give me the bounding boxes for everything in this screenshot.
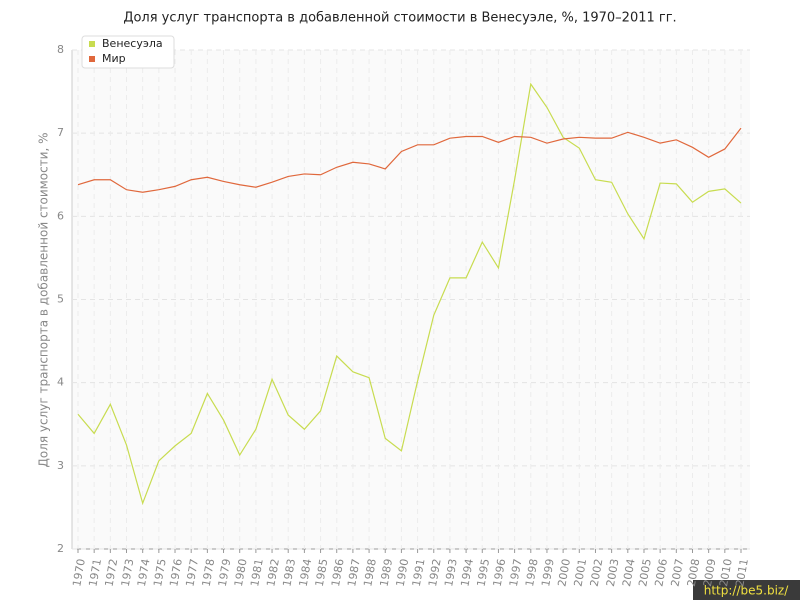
y-tick-label: 2: [57, 542, 64, 555]
x-tick-label: 1980: [232, 558, 250, 588]
x-tick-label: 2009: [701, 558, 719, 588]
x-tick-label: 1996: [491, 558, 509, 588]
x-tick-label: 1987: [345, 558, 363, 588]
y-tick-label: 6: [57, 209, 64, 222]
x-tick-label: 2002: [588, 558, 606, 588]
x-tick-label: 1971: [86, 558, 104, 588]
x-tick-label: 2010: [717, 558, 735, 588]
x-tick-label: 2006: [652, 558, 670, 588]
watermark-bg: [693, 580, 800, 600]
watermark: http://be5.biz/: [704, 584, 789, 598]
x-tick-label: 1975: [151, 558, 169, 588]
y-tick-label: 7: [57, 126, 64, 139]
y-tick-label: 8: [57, 43, 64, 56]
x-tick-label: 2004: [620, 558, 638, 588]
y-tick-label: 3: [57, 459, 64, 472]
x-tick-label: 1974: [135, 558, 153, 588]
x-tick-label: 2001: [572, 558, 590, 588]
series-line: [77, 127, 742, 193]
x-tick-label: 2007: [669, 558, 687, 588]
x-tick-label: 1999: [539, 558, 557, 588]
y-tick-label: 5: [57, 293, 64, 306]
x-tick-label: 1992: [426, 558, 444, 588]
x-tick-label: 1997: [507, 558, 525, 588]
legend-label: Венесуэла: [102, 37, 163, 50]
x-tick-label: 1986: [329, 558, 347, 588]
x-tick-label: 1972: [103, 558, 121, 588]
x-tick-label: 1991: [410, 558, 428, 588]
x-tick-label: 1985: [313, 558, 331, 588]
x-tick-label: 1994: [458, 558, 476, 588]
legend-box: [81, 35, 175, 69]
x-tick-label: 1990: [394, 558, 412, 588]
x-tick-label: 1988: [361, 558, 379, 588]
y-axis-label: Доля услуг транспорта в добавленной стои…: [37, 133, 51, 468]
x-tick-label: 2003: [604, 558, 622, 588]
x-tick-label: 1995: [475, 558, 493, 588]
x-tick-label: 1973: [119, 558, 137, 588]
x-tick-label: 1977: [183, 558, 201, 588]
x-tick-label: 1993: [442, 558, 460, 588]
y-tick-label: 4: [57, 376, 64, 389]
x-tick-label: 1981: [248, 558, 266, 588]
x-tick-label: 1983: [280, 558, 298, 588]
legend-label: Мир: [102, 52, 126, 65]
x-tick-label: 2005: [636, 558, 654, 588]
x-tick-label: 2008: [685, 558, 703, 588]
x-tick-label: 1998: [523, 558, 541, 588]
x-tick-label: 1984: [297, 558, 315, 588]
x-tick-label: 1979: [216, 558, 234, 588]
legend-swatch: [89, 56, 95, 62]
x-tick-label: 1989: [377, 558, 395, 588]
chart-title: Доля услуг транспорта в добавленной стои…: [123, 11, 676, 26]
series-line: [77, 82, 742, 506]
x-tick-label: 2000: [555, 558, 573, 588]
x-tick-label: 2011: [733, 558, 751, 588]
x-tick-label: 1970: [70, 558, 88, 588]
x-tick-label: 1982: [264, 558, 282, 588]
legend-swatch: [89, 41, 95, 47]
x-tick-label: 1976: [167, 558, 185, 588]
x-tick-label: 1978: [200, 558, 218, 588]
